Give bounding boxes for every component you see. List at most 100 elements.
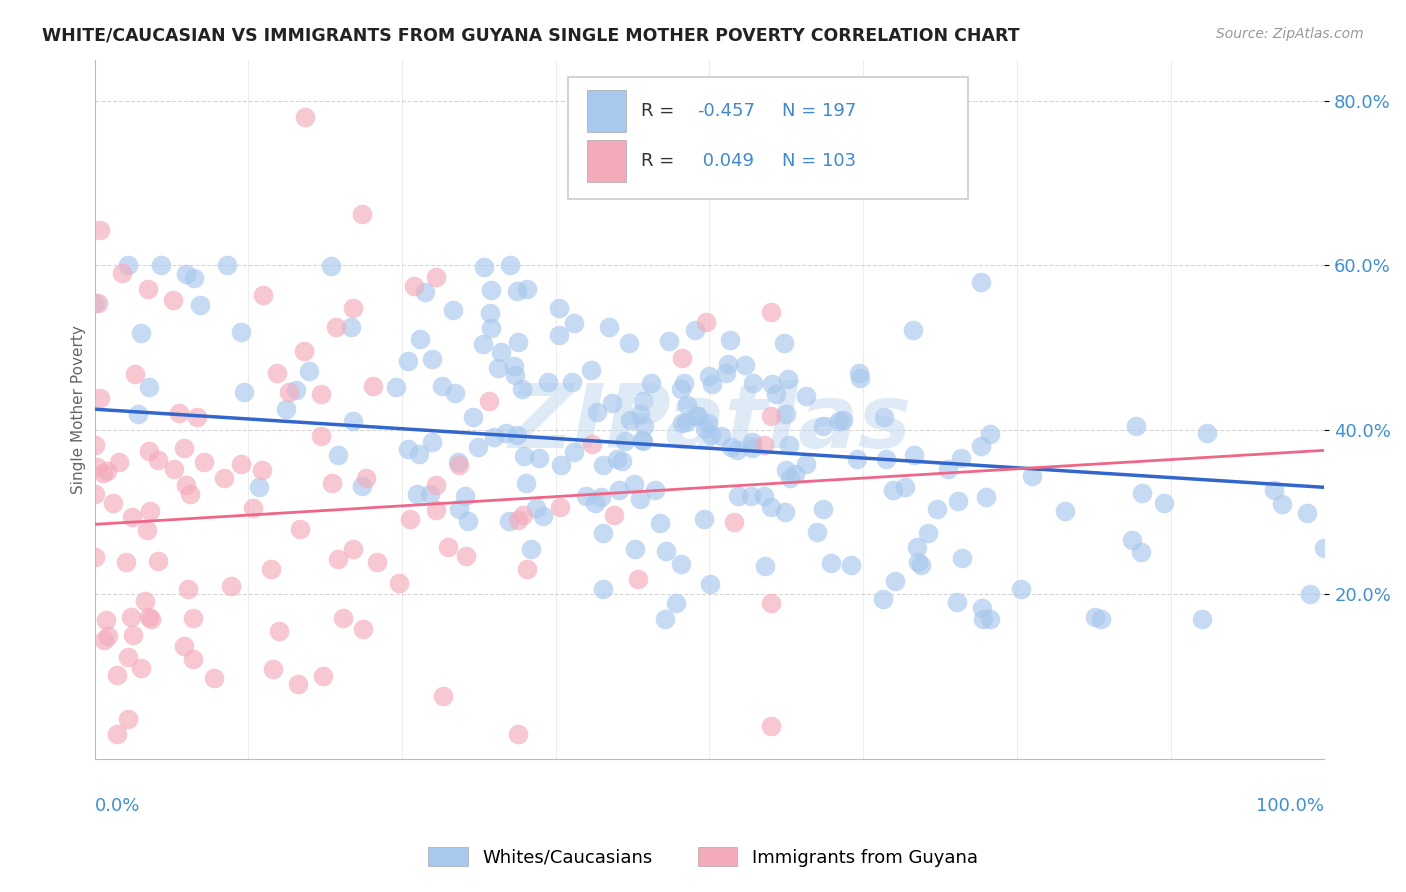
Point	[839, 558, 862, 573]
Point	[907, 556, 929, 570]
Point	[873, 409, 896, 424]
Point	[121, 510, 143, 524]
Point	[84, 437, 107, 451]
Point	[727, 489, 749, 503]
Point	[138, 443, 160, 458]
Point	[685, 323, 707, 337]
Point	[710, 429, 733, 443]
Point	[174, 267, 197, 281]
Point	[274, 402, 297, 417]
Point	[1021, 468, 1043, 483]
Point	[162, 461, 184, 475]
Point	[598, 320, 620, 334]
Point	[131, 326, 153, 341]
Point	[675, 415, 697, 429]
Point	[252, 287, 274, 301]
Point	[562, 444, 585, 458]
Point	[89, 223, 111, 237]
Point	[1010, 582, 1032, 597]
Point	[83, 296, 105, 310]
Point	[759, 719, 782, 733]
Point	[612, 454, 634, 468]
Point	[794, 389, 817, 403]
Text: -0.457: -0.457	[697, 102, 755, 120]
Point	[527, 451, 550, 466]
Point	[550, 458, 572, 472]
Point	[619, 413, 641, 427]
Point	[717, 357, 740, 371]
Point	[742, 376, 765, 390]
Point	[740, 489, 762, 503]
Point	[437, 540, 460, 554]
Point	[697, 417, 720, 431]
Point	[665, 596, 688, 610]
Point	[783, 467, 806, 481]
Point	[86, 459, 108, 474]
Point	[134, 593, 156, 607]
Point	[516, 281, 538, 295]
Point	[1191, 612, 1213, 626]
Point	[312, 669, 335, 683]
Point	[84, 549, 107, 564]
Point	[173, 441, 195, 455]
Point	[685, 409, 707, 423]
Point	[979, 612, 1001, 626]
Point	[901, 323, 924, 337]
Point	[811, 419, 834, 434]
Point	[948, 494, 970, 508]
Point	[547, 301, 569, 315]
Point	[384, 380, 406, 394]
Point	[247, 480, 270, 494]
Point	[342, 541, 364, 556]
Point	[508, 513, 530, 527]
Point	[970, 275, 993, 289]
Point	[495, 425, 517, 440]
Point	[949, 450, 972, 465]
Point	[262, 662, 284, 676]
Point	[215, 258, 238, 272]
Point	[506, 334, 529, 349]
Point	[775, 504, 797, 518]
Point	[325, 320, 347, 334]
Point	[212, 471, 235, 485]
Point	[294, 111, 316, 125]
Point	[633, 434, 655, 448]
Point	[219, 579, 242, 593]
Point	[671, 416, 693, 430]
Text: R =: R =	[641, 152, 679, 170]
Point	[117, 650, 139, 665]
Point	[673, 376, 696, 390]
Point	[531, 508, 554, 523]
Point	[972, 612, 994, 626]
Point	[298, 363, 321, 377]
Point	[356, 471, 378, 485]
Point	[671, 382, 693, 396]
Point	[242, 501, 264, 516]
Point	[408, 332, 430, 346]
Point	[441, 303, 464, 318]
Point	[117, 712, 139, 726]
Point	[811, 502, 834, 516]
Point	[700, 428, 723, 442]
Point	[548, 328, 571, 343]
Point	[135, 523, 157, 537]
Point	[86, 296, 108, 310]
Point	[1313, 541, 1336, 555]
Point	[589, 490, 612, 504]
Point	[183, 611, 205, 625]
Point	[697, 368, 720, 383]
Point	[484, 429, 506, 443]
Point	[848, 371, 870, 385]
Point	[628, 407, 651, 421]
Point	[613, 434, 636, 449]
Point	[605, 451, 627, 466]
Point	[420, 435, 443, 450]
Point	[520, 541, 543, 556]
Point	[623, 476, 645, 491]
Point	[138, 504, 160, 518]
Text: 100.0%: 100.0%	[1257, 797, 1324, 815]
Point	[499, 258, 522, 272]
Point	[759, 596, 782, 610]
Point	[581, 437, 603, 451]
Point	[1263, 483, 1285, 498]
